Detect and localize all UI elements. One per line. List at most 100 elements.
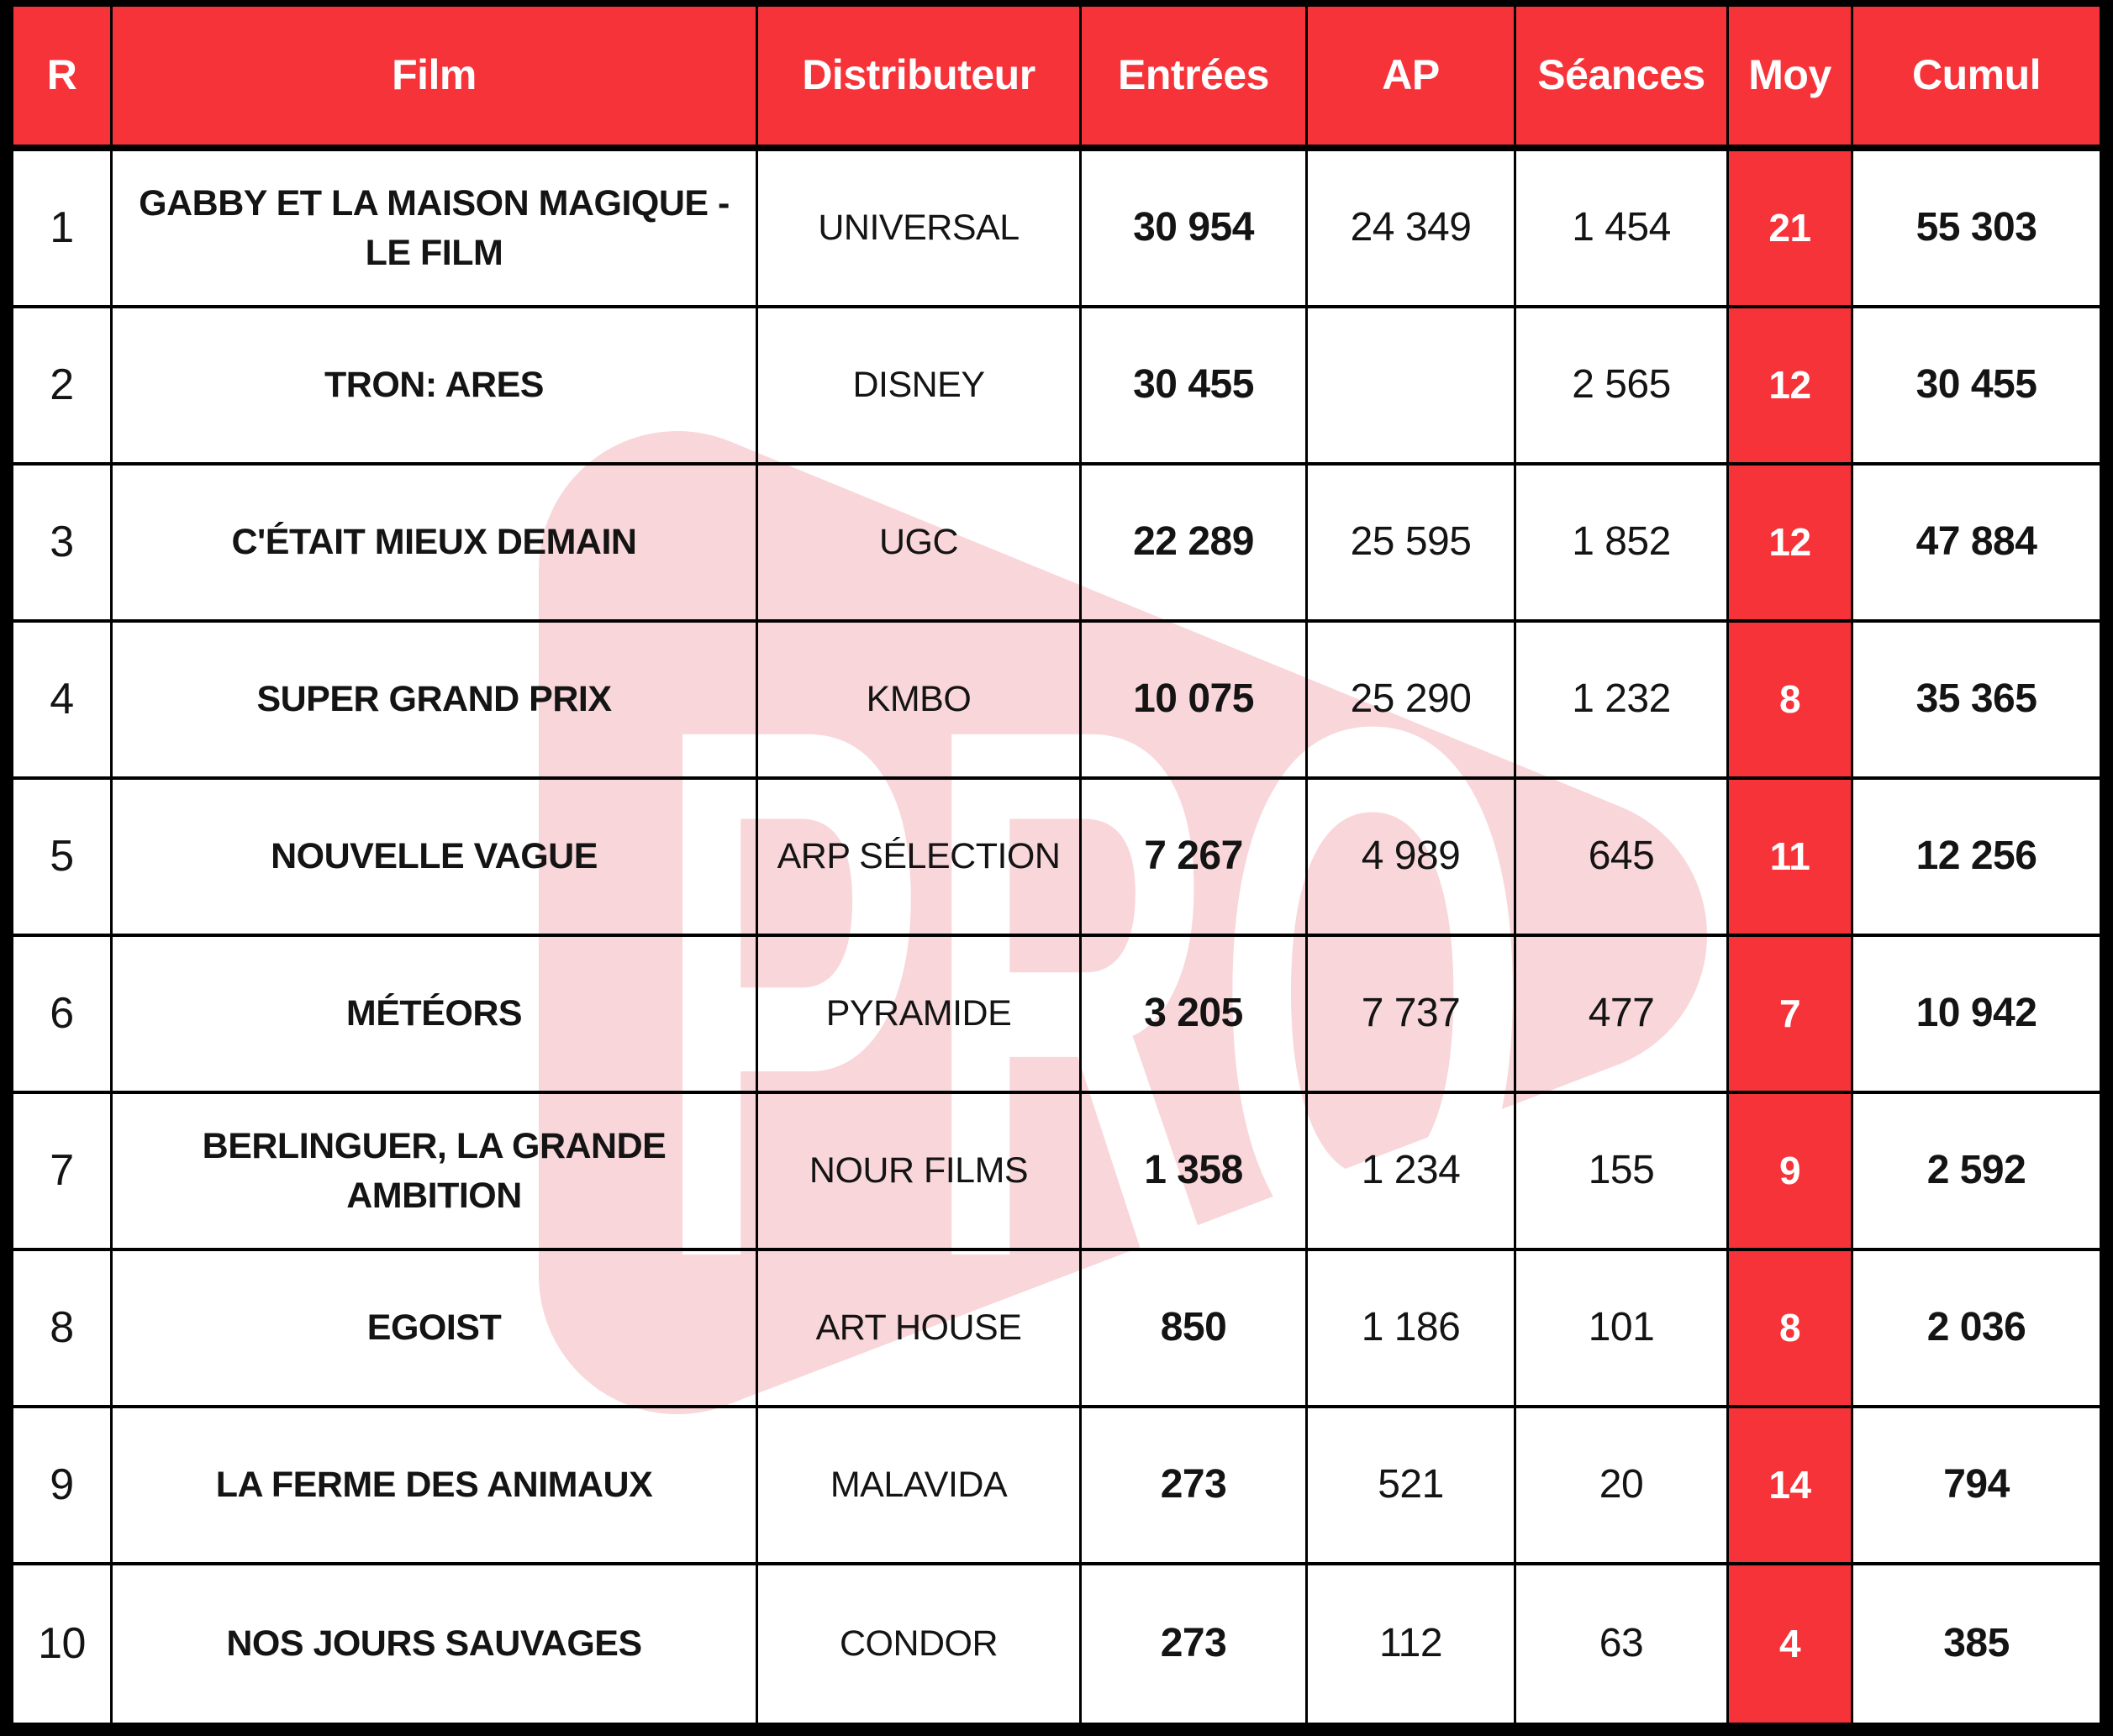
rank-cell: 10 bbox=[13, 1565, 113, 1723]
distributor-cell: DISNEY bbox=[758, 308, 1082, 462]
ap-cell bbox=[1308, 308, 1516, 462]
entries-cell: 22 289 bbox=[1082, 466, 1308, 619]
table-row: 3 C'ÉTAIT MIEUX DEMAIN UGC 22 289 25 595… bbox=[13, 466, 2100, 623]
entries-cell: 3 205 bbox=[1082, 937, 1308, 1091]
ap-cell: 112 bbox=[1308, 1565, 1516, 1723]
seances-cell: 1 852 bbox=[1516, 466, 1729, 619]
column-header-distributor: Distributeur bbox=[758, 7, 1082, 145]
moy-cell: 7 bbox=[1729, 937, 1853, 1091]
film-title-cell: MÉTÉORS bbox=[113, 937, 758, 1091]
distributor-cell: KMBO bbox=[758, 623, 1082, 776]
moy-cell: 12 bbox=[1729, 308, 1853, 462]
cumul-cell: 2 036 bbox=[1926, 1305, 2026, 1350]
cumul-cell: 55 303 bbox=[1915, 205, 2037, 250]
film-title-cell: C'ÉTAIT MIEUX DEMAIN bbox=[113, 466, 758, 619]
ap-cell: 1 234 bbox=[1308, 1094, 1516, 1248]
film-title-cell: LA FERME DES ANIMAUX bbox=[113, 1408, 758, 1562]
seances-cell: 155 bbox=[1516, 1094, 1729, 1248]
rank-cell: 4 bbox=[13, 623, 113, 776]
moy-cell: 11 bbox=[1729, 780, 1853, 934]
rank-cell: 3 bbox=[13, 466, 113, 619]
seances-cell: 1 232 bbox=[1516, 623, 1729, 776]
cumul-cell: 2 592 bbox=[1926, 1148, 2026, 1193]
table-row: 5 NOUVELLE VAGUE ARP SÉLECTION 7 267 4 9… bbox=[13, 780, 2100, 937]
column-header-ap: AP bbox=[1308, 7, 1516, 145]
ap-cell: 4 989 bbox=[1308, 780, 1516, 934]
table-row: 10 NOS JOURS SAUVAGES CONDOR 273 112 63 … bbox=[13, 1565, 2100, 1723]
entries-cell: 30 954 bbox=[1082, 151, 1308, 305]
rank-cell: 8 bbox=[13, 1251, 113, 1405]
seances-cell: 101 bbox=[1516, 1251, 1729, 1405]
entries-cell: 850 bbox=[1082, 1251, 1308, 1405]
table-row: 1 GABBY ET LA MAISON MAGIQUE - LE FILM U… bbox=[13, 151, 2100, 308]
film-title-cell: TRON: ARES bbox=[113, 308, 758, 462]
cumul-cell: 12 256 bbox=[1915, 834, 2037, 879]
rank-cell: 7 bbox=[13, 1094, 113, 1248]
cumul-cell: 47 884 bbox=[1915, 519, 2037, 565]
distributor-cell: UNIVERSAL bbox=[758, 151, 1082, 305]
boxoffice-table: R Film Distributeur Entrées AP Séances M… bbox=[13, 7, 2100, 1723]
entries-cell: 273 bbox=[1082, 1408, 1308, 1562]
distributor-cell: ART HOUSE bbox=[758, 1251, 1082, 1405]
entries-cell: 30 455 bbox=[1082, 308, 1308, 462]
seances-cell: 63 bbox=[1516, 1565, 1729, 1723]
film-title-cell: NOS JOURS SAUVAGES bbox=[113, 1565, 758, 1723]
distributor-cell: PYRAMIDE bbox=[758, 937, 1082, 1091]
distributor-cell: ARP SÉLECTION bbox=[758, 780, 1082, 934]
entries-cell: 10 075 bbox=[1082, 623, 1308, 776]
column-header-rank: R bbox=[13, 7, 113, 145]
rank-cell: 2 bbox=[13, 308, 113, 462]
ap-cell: 25 290 bbox=[1308, 623, 1516, 776]
ap-cell: 24 349 bbox=[1308, 151, 1516, 305]
ap-cell: 7 737 bbox=[1308, 937, 1516, 1091]
column-header-film: Film bbox=[113, 7, 758, 145]
seances-cell: 1 454 bbox=[1516, 151, 1729, 305]
seances-cell: 20 bbox=[1516, 1408, 1729, 1562]
film-title-cell: EGOIST bbox=[113, 1251, 758, 1405]
moy-cell: 12 bbox=[1729, 466, 1853, 619]
moy-cell: 8 bbox=[1729, 623, 1853, 776]
seances-cell: 645 bbox=[1516, 780, 1729, 934]
column-header-entries: Entrées bbox=[1082, 7, 1308, 145]
distributor-cell: CONDOR bbox=[758, 1565, 1082, 1723]
film-title-cell: BERLINGUER, LA GRANDE AMBITION bbox=[113, 1094, 758, 1248]
moy-cell: 14 bbox=[1729, 1408, 1853, 1562]
film-title-cell: SUPER GRAND PRIX bbox=[113, 623, 758, 776]
table-row: 7 BERLINGUER, LA GRANDE AMBITION NOUR FI… bbox=[13, 1094, 2100, 1251]
distributor-cell: MALAVIDA bbox=[758, 1408, 1082, 1562]
cumul-cell: 35 365 bbox=[1915, 676, 2037, 722]
cumul-cell: 385 bbox=[1943, 1621, 2010, 1666]
moy-cell: 9 bbox=[1729, 1094, 1853, 1248]
film-title-cell: GABBY ET LA MAISON MAGIQUE - LE FILM bbox=[113, 151, 758, 305]
cumul-cell: 794 bbox=[1943, 1462, 2010, 1507]
seances-cell: 2 565 bbox=[1516, 308, 1729, 462]
moy-cell: 21 bbox=[1729, 151, 1853, 305]
moy-cell: 8 bbox=[1729, 1251, 1853, 1405]
table-row: 9 LA FERME DES ANIMAUX MALAVIDA 273 521 … bbox=[13, 1408, 2100, 1565]
entries-cell: 1 358 bbox=[1082, 1094, 1308, 1248]
cumul-cell: 30 455 bbox=[1915, 362, 2037, 408]
column-header-seances: Séances bbox=[1516, 7, 1729, 145]
distributor-cell: UGC bbox=[758, 466, 1082, 619]
ap-cell: 521 bbox=[1308, 1408, 1516, 1562]
column-header-moy: Moy bbox=[1729, 7, 1853, 145]
entries-cell: 7 267 bbox=[1082, 780, 1308, 934]
table-header-row: R Film Distributeur Entrées AP Séances M… bbox=[13, 7, 2100, 151]
rank-cell: 5 bbox=[13, 780, 113, 934]
rank-cell: 1 bbox=[13, 151, 113, 305]
distributor-cell: NOUR FILMS bbox=[758, 1094, 1082, 1248]
table-row: 8 EGOIST ART HOUSE 850 1 186 101 8 2 036 bbox=[13, 1251, 2100, 1408]
rank-cell: 9 bbox=[13, 1408, 113, 1562]
rank-cell: 6 bbox=[13, 937, 113, 1091]
table-row: 2 TRON: ARES DISNEY 30 455 2 565 12 30 4… bbox=[13, 308, 2100, 466]
table-row: 4 SUPER GRAND PRIX KMBO 10 075 25 290 1 … bbox=[13, 623, 2100, 780]
entries-cell: 273 bbox=[1082, 1565, 1308, 1723]
cumul-cell: 10 942 bbox=[1915, 991, 2037, 1036]
film-title-cell: NOUVELLE VAGUE bbox=[113, 780, 758, 934]
ap-cell: 1 186 bbox=[1308, 1251, 1516, 1405]
column-header-cumul: Cumul bbox=[1853, 7, 2100, 145]
seances-cell: 477 bbox=[1516, 937, 1729, 1091]
moy-cell: 4 bbox=[1729, 1565, 1853, 1723]
ap-cell: 25 595 bbox=[1308, 466, 1516, 619]
